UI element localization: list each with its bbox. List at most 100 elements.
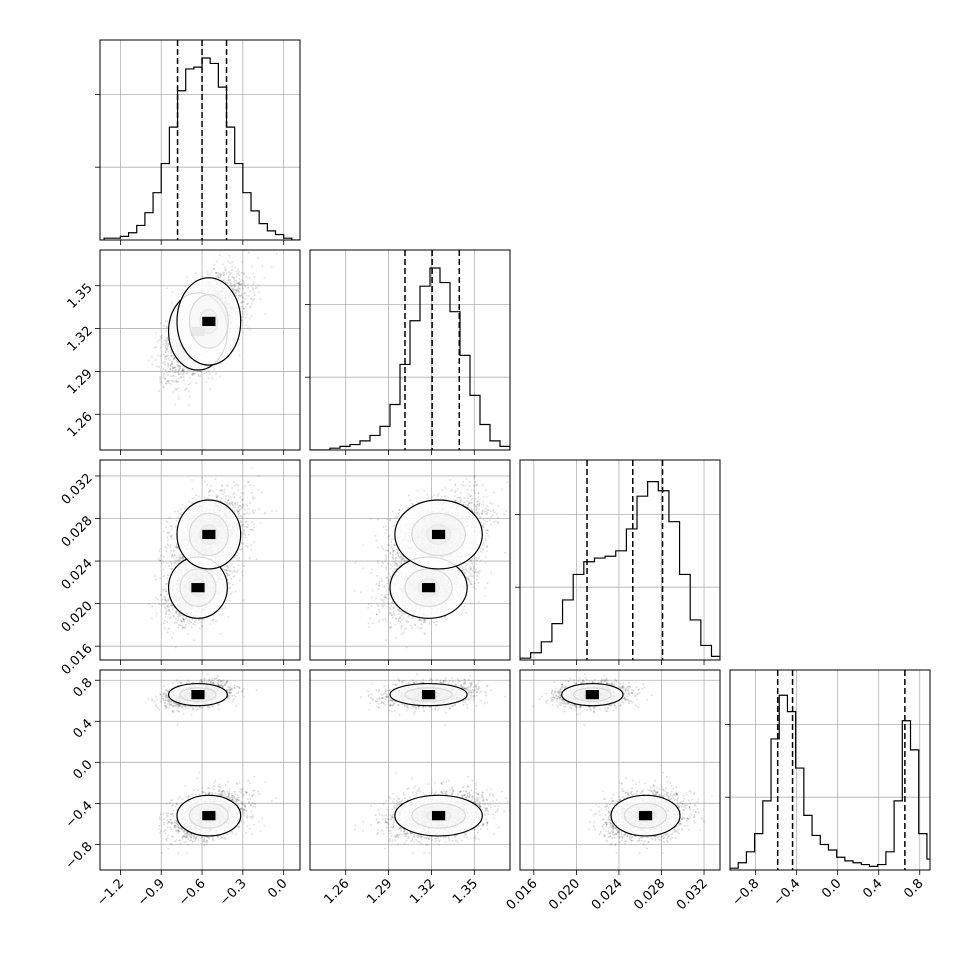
scatter-point — [247, 294, 250, 297]
scatter-point — [235, 275, 238, 278]
scatter-point — [176, 546, 179, 549]
scatter-point — [177, 377, 180, 380]
scatter-point — [205, 381, 208, 384]
scatter-point — [170, 564, 173, 567]
scatter-point — [175, 611, 178, 614]
scatter-point — [207, 377, 210, 380]
scatter-point — [234, 503, 237, 506]
scatter-point — [171, 365, 174, 368]
scatter-point — [180, 624, 183, 627]
scatter-point — [228, 582, 231, 585]
scatter-point — [169, 363, 172, 366]
scatter-point — [241, 295, 244, 298]
scatter-point — [179, 557, 182, 560]
scatter-point — [238, 508, 241, 511]
scatter-point — [217, 275, 220, 278]
scatter-point — [178, 364, 181, 367]
scatter-point — [173, 549, 176, 552]
scatter-point — [239, 295, 242, 298]
scatter-point — [186, 280, 189, 283]
scatter-point — [173, 366, 176, 369]
scatter-point — [173, 374, 176, 377]
scatter-point — [165, 349, 168, 352]
scatter-point — [230, 283, 233, 286]
scatter-point — [165, 620, 168, 623]
scatter-point — [234, 291, 237, 294]
scatter-point — [158, 390, 161, 393]
scatter-point — [182, 368, 185, 371]
scatter-point — [232, 283, 235, 286]
scatter-point — [226, 565, 229, 568]
scatter-point — [166, 362, 169, 365]
scatter-point — [160, 562, 163, 565]
scatter-point — [238, 278, 241, 281]
scatter-point — [189, 395, 192, 398]
scatter-point — [248, 317, 251, 320]
scatter-point — [239, 504, 242, 507]
scatter-point — [187, 632, 190, 635]
scatter-point — [171, 608, 174, 611]
scatter-point — [184, 388, 187, 391]
scatter-point — [228, 564, 231, 567]
scatter-point — [173, 357, 176, 360]
scatter-point — [229, 285, 232, 288]
scatter-point — [234, 292, 237, 295]
scatter-point — [151, 363, 154, 366]
scatter-point — [245, 316, 248, 319]
scatter-point — [167, 564, 170, 567]
scatter-point — [172, 358, 175, 361]
scatter-point — [165, 325, 168, 328]
scatter-point — [171, 369, 174, 372]
scatter-point — [240, 301, 243, 304]
scatter-point — [224, 607, 227, 610]
scatter-point — [242, 316, 245, 319]
scatter-point — [178, 373, 181, 376]
scatter-point — [251, 247, 253, 249]
scatter-point — [240, 515, 243, 518]
scatter-point — [177, 381, 180, 384]
scatter-point — [218, 273, 221, 276]
scatter-point — [232, 276, 235, 279]
scatter-point — [165, 346, 168, 349]
scatter-point — [235, 279, 238, 282]
scatter-point — [164, 350, 167, 353]
scatter-point — [164, 613, 167, 616]
scatter-point — [249, 305, 252, 308]
scatter-point — [177, 368, 180, 371]
scatter-point — [246, 303, 249, 306]
scatter-point — [166, 544, 169, 547]
scatter-point — [194, 271, 197, 274]
scatter-point — [150, 355, 153, 358]
scatter-point — [245, 294, 248, 297]
scatter-point — [237, 273, 240, 276]
scatter-point — [177, 624, 180, 627]
scatter-point — [223, 273, 226, 276]
scatter-point — [168, 516, 171, 519]
scatter-point — [243, 504, 246, 507]
scatter-point — [172, 615, 175, 618]
scatter-point — [242, 307, 245, 310]
scatter-point — [165, 358, 168, 361]
scatter-point — [245, 324, 248, 327]
scatter-point — [246, 326, 249, 329]
scatter-point — [223, 491, 226, 494]
scatter-point — [242, 300, 245, 303]
scatter-point — [201, 275, 204, 278]
scatter-point — [240, 315, 243, 318]
scatter-point — [261, 265, 264, 268]
scatter-point — [250, 302, 253, 305]
scatter-point — [213, 267, 216, 270]
scatter-point — [157, 354, 160, 357]
scatter-point — [171, 290, 174, 293]
scatter-point — [233, 284, 236, 287]
scatter-point — [147, 359, 150, 362]
scatter-point — [186, 619, 189, 622]
scatter-point — [239, 548, 242, 551]
scatter-point — [162, 324, 165, 327]
contours — [167, 277, 242, 371]
scatter-point — [153, 346, 156, 349]
scatter-point — [174, 388, 177, 391]
scatter-point — [179, 623, 182, 626]
scatter-point — [221, 489, 224, 492]
scatter-point — [226, 573, 229, 576]
